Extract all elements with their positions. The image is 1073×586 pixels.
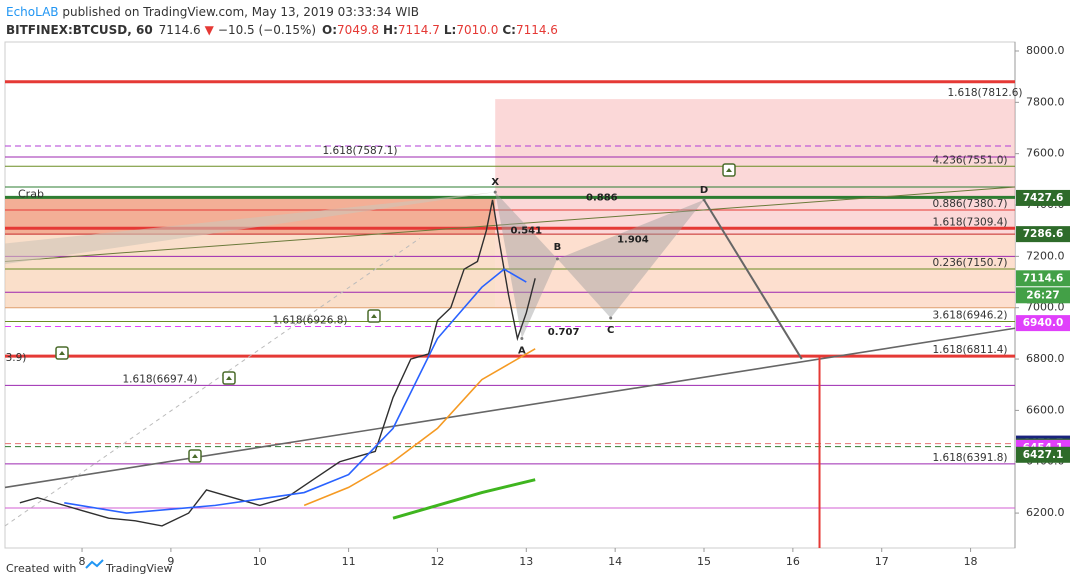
alert-arrow: [192, 454, 198, 458]
ohlc-value: 7114.6: [516, 23, 558, 37]
fib-label: 1.618(7587.1): [323, 145, 398, 157]
price-badge-label: 7114.6: [1023, 272, 1064, 284]
x-tick-label: 15: [697, 555, 711, 568]
x-tick-label: 8: [79, 555, 86, 568]
fib-label: 1.618(6811.4): [933, 344, 1008, 356]
ohlc-value: 7010.0: [456, 23, 498, 37]
x-tick-label: 17: [875, 555, 889, 568]
y-tick-label: 6200.0: [1026, 506, 1065, 519]
price-badge-label: 6940.0: [1023, 317, 1064, 329]
y-tick-label: 7600.0: [1026, 147, 1065, 160]
pattern-point: [493, 190, 497, 194]
fib-label: 1.618(7309.4): [933, 216, 1008, 228]
price-badge: [1016, 189, 1070, 206]
down-arrow: ▼: [205, 23, 215, 37]
fib-label: 0.886(7380.7): [933, 198, 1008, 210]
alert-arrow: [226, 376, 232, 380]
price-line: [64, 268, 527, 514]
pattern-label: A: [518, 346, 526, 357]
price-line: [303, 348, 536, 507]
x-tick-label: 13: [519, 555, 533, 568]
price-badge-label: 7427.6: [1023, 192, 1064, 204]
change: −10.5 (−0.15%): [218, 23, 316, 37]
ohlc-key: H:: [383, 23, 398, 37]
x-tick-label: 10: [253, 555, 267, 568]
price-line: [19, 199, 536, 527]
alert-arrow: [371, 314, 377, 318]
pattern-point: [555, 257, 559, 261]
symbol-line: BITFINEX:BTCUSD, 60 7114.6 ▼ −10.5 (−0.15%)…: [6, 23, 558, 37]
pattern-point: [520, 337, 524, 341]
last: 7114.6: [159, 23, 201, 37]
pattern-label: B: [554, 242, 562, 253]
countdown-badge: [1016, 287, 1070, 304]
fib-label: 1.618(7812.6): [948, 87, 1023, 99]
countdown: 26:27: [1026, 289, 1059, 301]
trend-line: [4, 327, 1016, 489]
alert-arrow: [726, 168, 732, 172]
fib-label: 0.236(7150.7): [933, 257, 1008, 269]
fib-label: 1.618(6697.4): [123, 373, 198, 385]
pattern-triangle: [495, 192, 558, 339]
ohlc-value: 7049.8: [337, 23, 379, 37]
published: published on TradingView.com, May 13, 20…: [59, 5, 419, 19]
pattern-triangle: [557, 199, 705, 318]
brand: TradingView: [105, 562, 172, 575]
logo: [85, 559, 104, 569]
x-tick-label: 16: [786, 555, 800, 568]
pattern-ratio: 0.886: [586, 192, 618, 203]
alert-arrow: [59, 351, 65, 355]
fib-label: 3.9): [6, 352, 27, 364]
price-badge: [1016, 226, 1070, 243]
pattern-point: [609, 316, 613, 320]
y-tick-label: 7000.0: [1026, 301, 1065, 314]
y-tick-label: 6800.0: [1026, 352, 1065, 365]
created: Created with: [6, 562, 76, 575]
publisher: EchoLAB: [6, 5, 59, 19]
y-tick-label: 7800.0: [1026, 95, 1065, 108]
price-badge-label: 7286.6: [1023, 228, 1064, 240]
pattern-wedge: [5, 192, 496, 265]
y-tick-label: 6600.0: [1026, 403, 1065, 416]
fib-label: 1.618(6926.8): [273, 314, 348, 326]
price-badge: [1016, 446, 1070, 463]
price-badge-label: 6427.1: [1023, 449, 1064, 461]
x-tick-label: 12: [430, 555, 444, 568]
ohlc-key: C:: [502, 23, 516, 37]
price-badge: [1016, 315, 1070, 332]
x-tick-label: 18: [964, 555, 978, 568]
pattern-label: D: [700, 185, 708, 196]
projection: [703, 199, 803, 360]
y-tick-label: 7200.0: [1026, 249, 1065, 262]
ohlc-key: L:: [444, 23, 456, 37]
pattern-ratio: 0.707: [548, 327, 580, 338]
pattern-ratio: 0.541: [510, 226, 542, 237]
pattern-ratio: 1.904: [617, 235, 649, 246]
price-badge: [1016, 270, 1070, 287]
pattern-label: X: [491, 177, 499, 188]
price-line: [392, 478, 536, 520]
x-tick-label: 11: [342, 555, 356, 568]
fib-label: 1.618(6391.8): [933, 452, 1008, 464]
header-line: EchoLAB published on TradingView.com, Ma…: [6, 5, 419, 19]
lower-zone: [495, 234, 1015, 308]
ohlc-value: 7114.7: [398, 23, 440, 37]
symbol: BITFINEX:BTCUSD, 60: [6, 23, 153, 37]
x-tick-label: 9: [167, 555, 174, 568]
pattern-name: Crab: [18, 188, 44, 201]
y-tick-label: 8000.0: [1026, 44, 1065, 57]
fib-label: 4.236(7551.0): [933, 154, 1008, 166]
ohlc-key: O:: [322, 23, 337, 37]
x-tick-label: 14: [608, 555, 622, 568]
fib-label: 3.618(6946.2): [933, 310, 1008, 322]
pattern-label: C: [607, 325, 614, 336]
trend-line: [4, 186, 1016, 262]
